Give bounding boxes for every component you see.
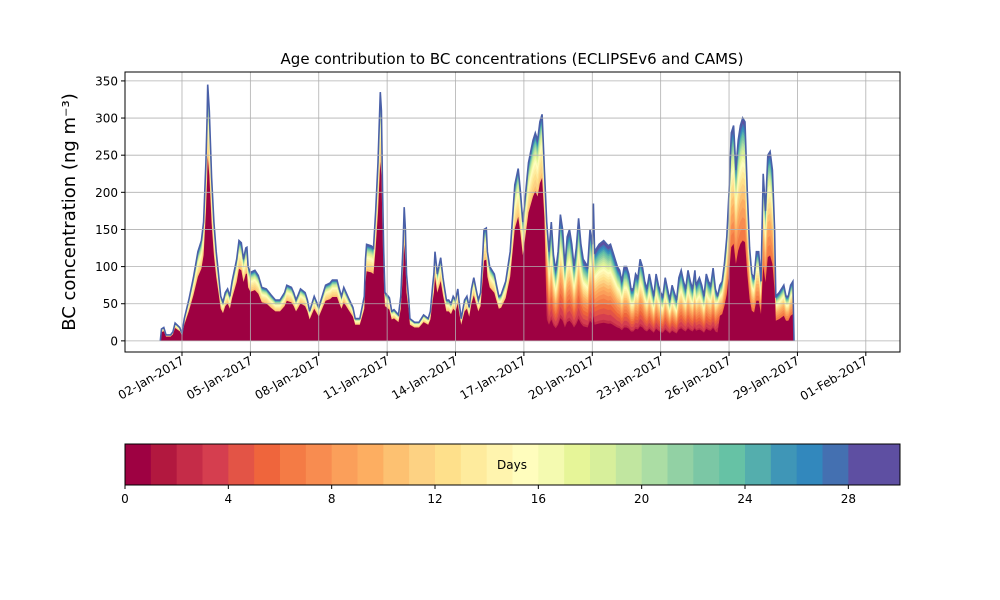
- y-tick-label: 150: [95, 223, 118, 237]
- age-band-area-youngest: [160, 156, 795, 341]
- y-tick-label: 200: [95, 186, 118, 200]
- y-axis-label: BC concentration (ng m⁻³): [59, 93, 80, 331]
- y-tick-label: 250: [95, 149, 118, 163]
- colorbar-tick-label: 24: [737, 492, 752, 506]
- colorbar-swatch: [125, 444, 152, 485]
- colorbar-swatch: [383, 444, 410, 485]
- colorbar-swatch: [486, 444, 513, 485]
- colorbar-swatch: [228, 444, 255, 485]
- colorbar-swatch: [202, 444, 229, 485]
- colorbar-swatch: [305, 444, 333, 485]
- colorbar-label: Days: [497, 458, 527, 472]
- colorbar-swatch: [848, 444, 875, 485]
- colorbar-swatch: [822, 444, 849, 485]
- colorbar-swatch: [357, 444, 384, 485]
- plot-area: [159, 84, 795, 341]
- colorbar-tick-label: 20: [634, 492, 649, 506]
- colorbar-tick-label: 12: [427, 492, 442, 506]
- axes-frame: [124, 71, 901, 353]
- colorbar: 0 4 8 12 16 20 24 28: [121, 443, 901, 506]
- colorbar-swatch: [176, 444, 203, 485]
- y-tick-label: 300: [95, 112, 118, 126]
- colorbar-swatch: [254, 444, 281, 485]
- colorbar-swatch: [693, 444, 720, 485]
- colorbar-swatch: [512, 444, 539, 485]
- colorbar-swatch: [796, 444, 823, 485]
- total-concentration-line: [159, 84, 795, 341]
- colorbar-tick-label: 8: [328, 492, 336, 506]
- colorbar-tick-label: 0: [121, 492, 129, 506]
- colorbar-swatch: [641, 444, 668, 485]
- y-tick-label: 0: [110, 334, 118, 348]
- colorbar-swatch: [564, 444, 591, 485]
- colorbar-frame: [124, 443, 901, 486]
- colorbar-tick-label: 16: [531, 492, 546, 506]
- y-tick-label: 50: [103, 297, 118, 311]
- colorbar-swatch: [409, 444, 436, 485]
- colorbar-swatch: [874, 444, 901, 485]
- y-axis: 0 50 100 150 200 250 300 350: [95, 74, 125, 348]
- colorbar-swatch: [745, 444, 772, 485]
- y-tick-label: 100: [95, 260, 118, 274]
- colorbar-swatch: [150, 444, 178, 485]
- chart-title: Age contribution to BC concentrations (E…: [281, 50, 744, 68]
- colorbar-tick-label: 4: [225, 492, 233, 506]
- y-tick-label: 350: [95, 74, 118, 88]
- colorbar-swatch: [435, 444, 462, 485]
- colorbar-swatch: [331, 444, 358, 485]
- colorbar-swatch: [538, 444, 565, 485]
- colorbar-tick-label: 28: [841, 492, 856, 506]
- colorbar-swatch: [460, 444, 488, 485]
- colorbar-swatch: [719, 444, 746, 485]
- grid: [125, 72, 900, 352]
- colorbar-swatch: [770, 444, 798, 485]
- colorbar-swatch: [615, 444, 643, 485]
- colorbar-swatch: [590, 444, 617, 485]
- colorbar-swatch: [667, 444, 694, 485]
- colorbar-swatch: [280, 444, 307, 485]
